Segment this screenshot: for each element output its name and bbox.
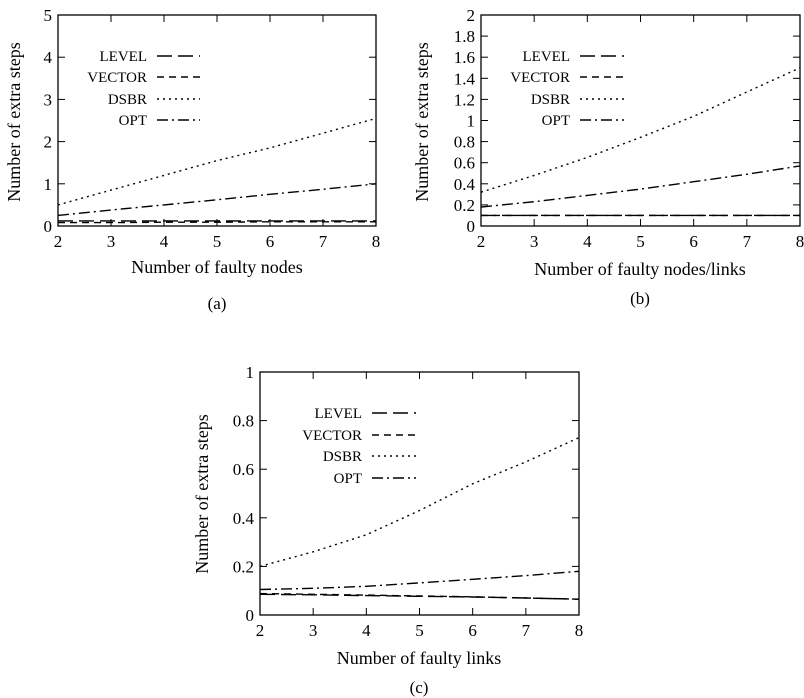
chart-a-x-tick-label: 2 [54,232,63,251]
chart-a-x-tick-label: 7 [319,232,328,251]
chart-c: 2 3 4 5 6 7 8 0 0.2 0.4 0.6 0.8 1 LEVEL VECTOR DSBR OPT… [192,363,583,697]
chart-a-x-tick-label: 5 [213,232,222,251]
chart-a-y-tick-label: 1 [44,175,53,194]
chart-c-x-tick-label: 4 [362,621,371,640]
chart-a-legend: LEVEL VECTOR DSBR OPT [87,49,200,129]
chart-c-x-tick-label: 8 [575,621,584,640]
chart-b-y-tick-label: 0.4 [454,175,476,194]
chart-b-plot-frame [480,14,801,227]
chart-a-legend-label-opt: OPT [119,113,147,129]
chart-b-x-axis-label: Number of faulty nodes/links [534,259,745,279]
chart-a-caption: (a) [208,294,227,313]
chart-b-legend-label-vector: VECTOR [510,70,570,86]
chart-a-x-tick-label: 3 [107,232,116,251]
chart-c-series-vector-line [259,592,580,600]
chart-c-legend-label-vector: VECTOR [302,428,362,444]
chart-b-series-lines [480,67,801,217]
chart-c-y-axis-label: Number of extra steps [192,414,212,573]
chart-c-y-tick-label: 0.2 [233,557,254,576]
chart-b-x-tick-label: 4 [583,232,592,251]
chart-c-x-tick-label: 5 [415,621,424,640]
chart-a-series-dsbr-line [57,117,377,206]
chart-b-y-axis-label: Number of extra steps [412,42,432,201]
chart-b-axes: 2 3 4 5 6 7 8 0 0.2 0.4 0.6 0.8 1 1.2 1.4 1.6 1.8 2 [454,6,804,251]
chart-a-y-tick-label: 5 [44,6,53,25]
chart-b-legend-label-level: LEVEL [523,49,570,65]
chart-c-x-axis-label: Number of faulty links [337,648,501,668]
chart-a-y-axis-label: Number of extra steps [4,42,24,201]
chart-b-y-tick-label: 0.2 [454,196,475,215]
chart-a-y-tick-label: 3 [44,90,53,109]
chart-b-caption: (b) [630,289,650,308]
chart-c-series-level-line [259,593,580,600]
chart-b-legend-label-dsbr: DSBR [531,92,570,108]
chart-c-x-tick-label: 7 [522,621,531,640]
chart-c-legend-label-level: LEVEL [315,406,362,422]
chart-c-series-lines [259,436,580,600]
chart-a-legend-label-vector: VECTOR [87,70,147,86]
chart-b-x-tick-label: 6 [689,232,698,251]
chart-a-series-opt-line [57,183,377,217]
chart-c-y-tick-label: 0.8 [233,412,254,431]
chart-c-axes: 2 3 4 5 6 7 8 0 0.2 0.4 0.6 0.8 1 [233,363,584,640]
chart-a-x-tick-label: 6 [266,232,275,251]
chart-a-y-tick-label: 2 [44,133,53,152]
chart-a-x-axis-label: Number of faulty nodes [131,257,302,277]
chart-b-x-tick-label: 7 [743,232,752,251]
chart-b-x-tick-label: 3 [530,232,539,251]
chart-c-legend-label-dsbr: DSBR [323,449,362,465]
chart-c-y-tick-label: 0.4 [233,509,255,528]
chart-b-y-tick-label: 0.6 [454,154,475,173]
chart-a-plot-frame [57,14,377,227]
chart-a-axes: 2 3 4 5 6 7 8 0 1 2 3 4 5 [44,6,381,251]
chart-a-y-tick-label: 4 [44,48,53,67]
chart-c-y-tick-label: 0 [246,606,255,625]
chart-c-x-tick-label: 3 [309,621,318,640]
chart-c-series-opt-line [259,570,580,591]
chart-a: 2 3 4 5 6 7 8 0 1 2 3 4 5 LEVEL VECTOR DSBR OPT Number … [4,6,380,313]
chart-b-series-dsbr-line [480,67,801,193]
chart-b-y-tick-label: 2 [467,6,476,25]
chart-c-y-tick-label: 0.6 [233,460,254,479]
chart-b-y-tick-label: 0.8 [454,133,475,152]
chart-a-legend-label-level: LEVEL [100,49,147,65]
chart-a-x-tick-label: 8 [372,232,381,251]
chart-b-y-tick-label: 1.6 [454,48,475,67]
chart-b-legend: LEVEL VECTOR DSBR OPT [510,49,624,129]
chart-a-series-lines [57,117,377,224]
chart-a-x-tick-label: 4 [160,232,169,251]
chart-c-legend: LEVEL VECTOR DSBR OPT [302,406,416,487]
chart-b-x-tick-label: 2 [477,232,486,251]
chart-a-legend-label-dsbr: DSBR [108,92,147,108]
chart-c-x-tick-label: 2 [256,621,265,640]
chart-b-y-tick-label: 0 [467,217,476,236]
chart-b-series-opt-line [480,165,801,208]
chart-c-plot-frame [259,371,580,616]
chart-b-y-tick-label: 1 [467,112,476,131]
chart-c-legend-label-opt: OPT [334,471,362,487]
chart-c-series-dsbr-line [259,436,580,568]
chart-c-caption: (c) [410,678,429,697]
chart-b-x-tick-label: 8 [796,232,804,251]
chart-c-x-tick-label: 6 [468,621,477,640]
chart-b-y-tick-label: 1.2 [454,90,475,109]
chart-b-x-tick-label: 5 [636,232,645,251]
chart-a-y-tick-label: 0 [44,217,53,236]
chart-b-y-tick-label: 1.8 [454,27,475,46]
chart-b-legend-label-opt: OPT [542,113,570,129]
chart-a-series-vector-line [58,221,376,224]
chart-c-y-tick-label: 1 [246,363,255,382]
chart-b-y-tick-label: 1.4 [454,69,476,88]
chart-b: 2 3 4 5 6 7 8 0 0.2 0.4 0.6 0.8 1 1.2 1.4 1.6 1.8 2 LEVEL… [412,6,804,308]
